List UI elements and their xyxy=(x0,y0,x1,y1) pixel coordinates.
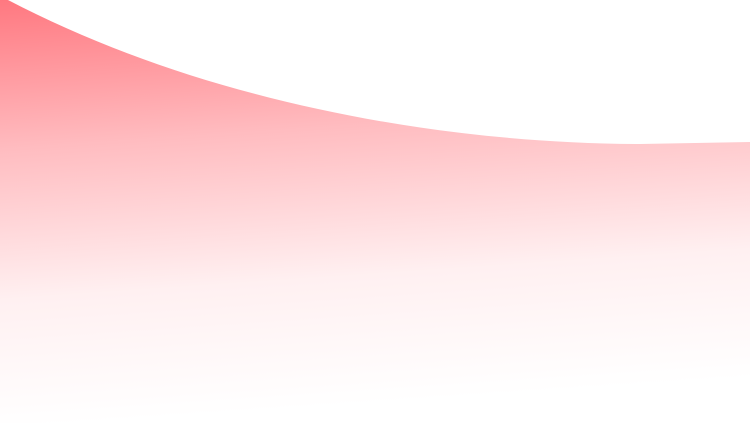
curved-top-shape xyxy=(8,0,750,144)
